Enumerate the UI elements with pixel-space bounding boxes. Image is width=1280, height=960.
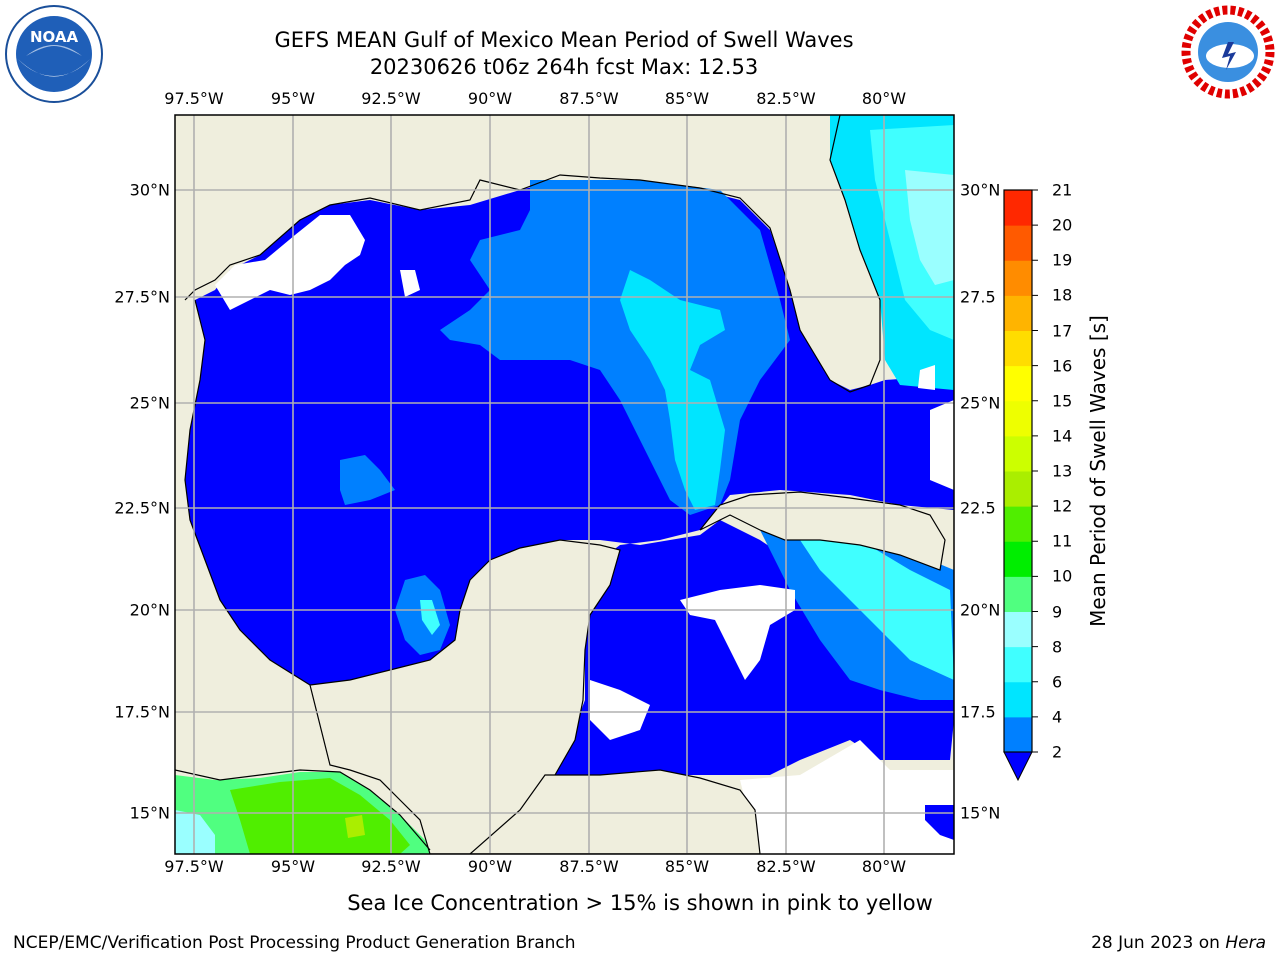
lat-tick-label: 15°N (960, 803, 1001, 823)
mexico-gulf-coastline (184, 299, 311, 686)
no-data-patch (680, 585, 795, 680)
colorbar-extend-arrow (1003, 751, 1033, 782)
lat-tick-label: 30°N (129, 180, 170, 200)
svg-text:NOAA: NOAA (30, 28, 79, 46)
colorbar-level (1004, 471, 1032, 507)
nws-logo (1181, 5, 1275, 99)
atlantic-swell-8-9s (905, 170, 954, 285)
colorbar-tick-label: 14 (1052, 426, 1073, 446)
footer-date: 28 Jun 2023 on Hera (1091, 933, 1266, 953)
colorbar-level (1004, 681, 1032, 718)
lon-tick-label: 92.5°W (361, 89, 421, 108)
lat-tick-label: 20°N (129, 600, 170, 620)
colorbar-level (1004, 541, 1032, 577)
map-gridlines (175, 115, 954, 854)
lat-tick-label: 25°N (960, 393, 1001, 413)
colorbar-level (1004, 611, 1032, 648)
colorbar-tick-label: 11 (1052, 531, 1073, 551)
colorbar-tick-label: 9 (1052, 602, 1063, 621)
colorbar-level (1004, 716, 1032, 753)
lon-tick-label: 87.5°W (559, 89, 619, 108)
lon-tick-label: 82.5°W (756, 89, 816, 108)
colorbar-tick-label: 12 (1052, 496, 1073, 516)
lat-tick-label: 30°N (960, 180, 1001, 200)
colorbar-tick-label: 8 (1052, 637, 1063, 657)
lat-tick-label: 22.5 (960, 498, 996, 518)
lon-tick-label: 92.5°W (361, 857, 421, 876)
pacific-coast-mexico (175, 769, 431, 851)
lon-tick-label: 97.5°W (164, 857, 224, 876)
colorbar-level (1004, 365, 1032, 402)
colorbar-tick-label: 2 (1052, 742, 1063, 762)
colorbar-level (1004, 646, 1032, 683)
colorbar-level (1004, 190, 1032, 226)
map-frame (174, 114, 955, 855)
colorbar-tick-label: 21 (1052, 180, 1073, 200)
no-data-patch (740, 740, 954, 854)
lat-tick-label: 17.5°N (114, 702, 170, 722)
chart-subtitle: 20230626 t06z 264h fcst Max: 12.53 (369, 55, 759, 79)
noaa-logo: NOAA (5, 5, 103, 103)
colorbar-level (1004, 576, 1032, 612)
footer-host: Hera (1225, 933, 1266, 953)
colorbar-level (1004, 295, 1032, 331)
lon-tick-label: 95°W (270, 857, 316, 876)
chart-title: GEFS MEAN Gulf of Mexico Mean Period of … (274, 28, 854, 52)
lat-tick-label: 27.5 (960, 287, 996, 307)
colorbar-level (1004, 400, 1032, 437)
lon-tick-label: 85°W (664, 89, 710, 108)
colorbar-tick-label: 17 (1052, 321, 1073, 340)
colorbar-level (1004, 506, 1032, 542)
no-data-patch (400, 270, 420, 297)
lon-tick-label: 87.5°W (559, 857, 619, 876)
no-data-area (215, 215, 365, 310)
colorbar-tick-label: 19 (1052, 250, 1073, 270)
colorbar-level (1004, 225, 1032, 261)
no-data-patch (590, 680, 650, 740)
pacific-swell-12-13s (345, 815, 365, 838)
lon-tick-label: 90°W (467, 89, 513, 108)
colorbar-tick-label: 13 (1052, 461, 1073, 481)
lon-tick-label: 90°W (467, 857, 513, 876)
lat-tick-label: 17.5 (960, 702, 996, 722)
colorbar-level (1004, 435, 1032, 472)
lat-tick-label: 15°N (129, 803, 170, 823)
footer-branch: NCEP/EMC/Verification Post Processing Pr… (13, 933, 576, 953)
lon-tick-label: 97.5°W (164, 89, 224, 108)
no-data-patch (918, 365, 935, 390)
colorbar-level (1004, 330, 1032, 367)
colorbar-tick-label: 4 (1052, 707, 1063, 727)
swell-4-6s-zone (620, 270, 725, 510)
colorbar-tick-label: 10 (1052, 566, 1073, 586)
lon-tick-label: 85°W (664, 857, 710, 876)
lat-tick-label: 27.5°N (114, 287, 170, 307)
colorbar-tick-label: 6 (1052, 672, 1063, 692)
swell-6-8s-patch (420, 600, 440, 635)
colorbar-level (1004, 260, 1032, 296)
sea-ice-note: Sea Ice Concentration > 15% is shown in … (347, 891, 933, 915)
colorbar-tick-label: 20 (1052, 215, 1073, 235)
no-data-patch (930, 400, 954, 490)
us-gulf-coastline (184, 115, 881, 393)
lon-tick-label: 80°W (861, 857, 907, 876)
colorbar-tick-label: 15 (1052, 391, 1073, 411)
colorbar-tick-label: 18 (1052, 285, 1073, 305)
lon-tick-label: 80°W (861, 89, 907, 108)
lon-tick-label: 82.5°W (756, 857, 816, 876)
lat-tick-label: 22.5°N (114, 498, 170, 518)
lon-tick-label: 95°W (270, 89, 316, 108)
swell-2-4s-patch (340, 455, 395, 505)
colorbar-tick-label: 16 (1052, 356, 1073, 376)
lat-tick-label: 20°N (960, 600, 1001, 620)
pacific-swell-8-9s (175, 810, 215, 854)
lat-tick-label: 25°N (129, 393, 170, 413)
colorbar-title: Mean Period of Swell Waves [s] (1086, 315, 1110, 627)
